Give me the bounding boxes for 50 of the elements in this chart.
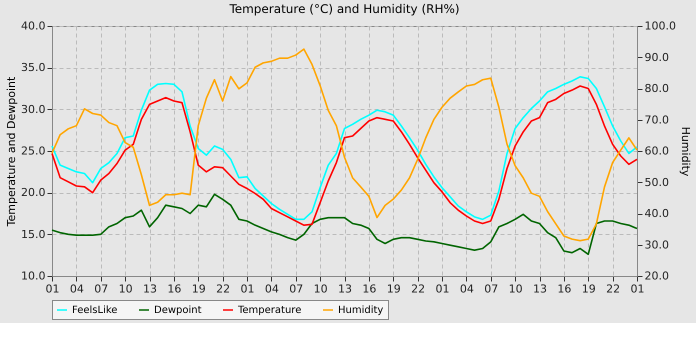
x-tick-label: 04 bbox=[460, 282, 474, 296]
x-tick-label: 22 bbox=[216, 282, 230, 296]
y2-tick-label: 20.0 bbox=[644, 270, 669, 282]
x-tick-label: 16 bbox=[557, 282, 572, 296]
x-tick-label: 13 bbox=[143, 282, 157, 296]
x-tick-label: 07 bbox=[484, 282, 498, 296]
x-tick-label: 19 bbox=[582, 282, 596, 296]
x-tick-label: 22 bbox=[411, 282, 426, 296]
y-tick-label: 10.0 bbox=[21, 270, 46, 282]
x-tick-label: 10 bbox=[508, 282, 523, 296]
legend-label: Temperature bbox=[237, 305, 302, 316]
x-tick-label: 04 bbox=[70, 282, 84, 296]
y2-tick-label: 70.0 bbox=[644, 113, 669, 126]
x-tick-label: 01 bbox=[436, 282, 450, 296]
y2-tick-label: 50.0 bbox=[644, 176, 669, 189]
y-tick-label: 40.0 bbox=[21, 20, 46, 32]
x-tick-label: 13 bbox=[533, 282, 547, 296]
x-tick-label: 04 bbox=[264, 282, 279, 296]
y2-tick-label: 90.0 bbox=[644, 50, 669, 64]
y-tick-label: 35.0 bbox=[21, 61, 46, 74]
x-tick-label: 19 bbox=[386, 282, 401, 296]
x-tick-label: 16 bbox=[167, 282, 182, 296]
y-tick-label: 20.0 bbox=[21, 186, 46, 200]
legend-label: Dewpoint bbox=[154, 305, 202, 316]
x-tick-label: 01 bbox=[630, 282, 644, 296]
line-series bbox=[51, 194, 638, 256]
x-tick-label: 10 bbox=[118, 282, 133, 296]
y-tick-label: 15.0 bbox=[21, 228, 46, 241]
x-tick-label: 16 bbox=[362, 282, 376, 296]
y2-tick-label: 60.0 bbox=[644, 144, 669, 158]
y2-tick-label: 40.0 bbox=[644, 207, 669, 220]
x-tick-label: 07 bbox=[94, 282, 108, 296]
x-tick-label: 19 bbox=[192, 282, 206, 296]
chart-title: Temperature (°C) and Humidity (RH%) bbox=[228, 2, 460, 16]
x-tick-label: 07 bbox=[289, 282, 304, 296]
y-tick-label: 30.0 bbox=[21, 102, 46, 116]
legend-label: Humidity bbox=[338, 305, 384, 316]
y2-tick-label: 80.0 bbox=[644, 82, 669, 95]
legend-label: FeelsLike bbox=[72, 305, 118, 316]
y-tick-label: 25.0 bbox=[21, 144, 46, 158]
y2-tick-label: 100.0 bbox=[644, 20, 676, 32]
x-tick-label: 13 bbox=[338, 282, 352, 296]
y2-tick-label: 30.0 bbox=[644, 238, 669, 252]
x-tick-label: 01 bbox=[46, 282, 60, 296]
line-series bbox=[51, 48, 638, 242]
x-tick-label: 01 bbox=[240, 282, 254, 296]
y2-axis-title: Humidity bbox=[678, 126, 692, 177]
x-tick-label: 22 bbox=[606, 282, 620, 296]
x-tick-label: 10 bbox=[314, 282, 328, 296]
y-axis-title: Temperature and Dewpoint bbox=[5, 76, 18, 228]
